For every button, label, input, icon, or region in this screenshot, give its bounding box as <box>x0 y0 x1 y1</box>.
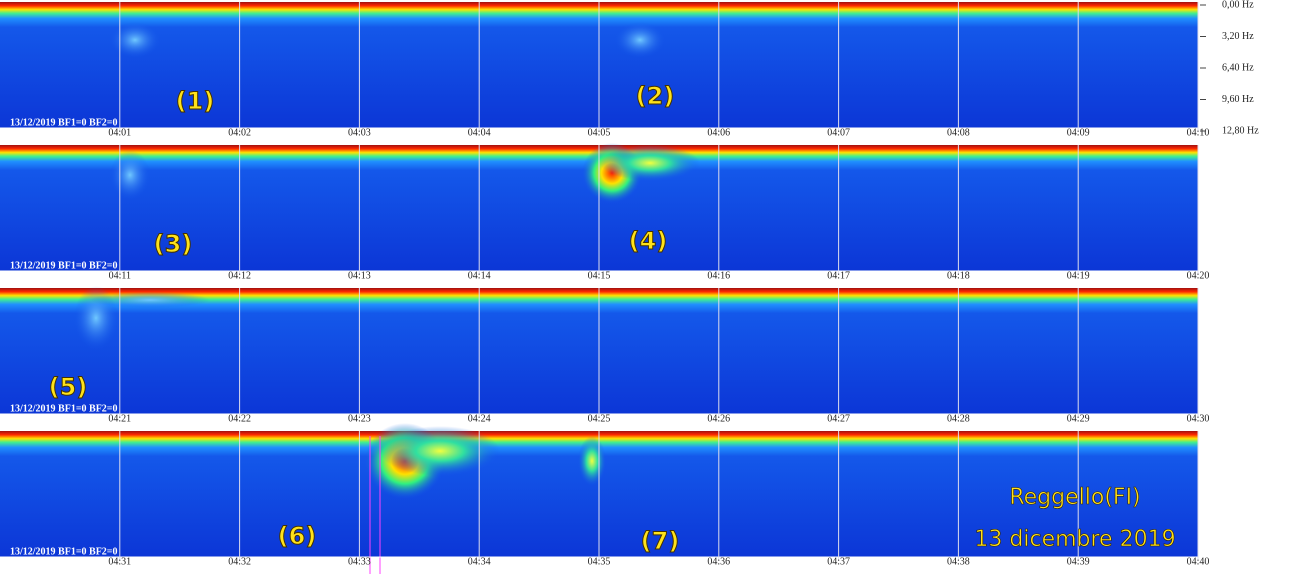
strip-label: 13/12/2019 BF1=0 BF2=0 <box>10 546 118 557</box>
x-tick-label: 04:14 <box>468 270 491 281</box>
x-tick-label: 04:06 <box>707 127 730 138</box>
signal-blob <box>110 150 150 200</box>
signal-blob <box>578 436 606 486</box>
x-tick-label: 04:08 <box>947 127 970 138</box>
signal-blob <box>600 145 700 181</box>
event-annotation: (3) <box>154 230 193 258</box>
x-tick-label: 04:34 <box>468 556 491 567</box>
event-annotation: (7) <box>641 527 680 555</box>
y-tick-label: 3,20 Hz <box>1222 31 1254 42</box>
x-tick-label: 04:01 <box>108 127 131 138</box>
signal-blob <box>90 292 210 308</box>
event-annotation: (4) <box>629 227 668 255</box>
x-tick-label: 04:07 <box>827 127 850 138</box>
event-annotation: (2) <box>636 82 675 110</box>
x-tick-label: 04:22 <box>228 413 251 424</box>
x-tick-label: 04:29 <box>1067 413 1090 424</box>
x-tick-label: 04:33 <box>348 556 371 567</box>
x-tick-label: 04:36 <box>707 556 730 567</box>
signal-blob <box>380 426 500 476</box>
event-annotation: (6) <box>278 522 317 550</box>
x-tick-label: 04:35 <box>588 556 611 567</box>
x-tick-label: 04:15 <box>588 270 611 281</box>
x-tick-label: 04:38 <box>947 556 970 567</box>
signal-blob <box>615 22 665 58</box>
y-tick-label: 6,40 Hz <box>1222 62 1254 73</box>
x-tick-label: 04:21 <box>108 413 131 424</box>
strip-label: 13/12/2019 BF1=0 BF2=0 <box>10 117 118 128</box>
x-tick-label: 04:04 <box>468 127 491 138</box>
x-tick-label: 04:17 <box>827 270 850 281</box>
strip-label: 13/12/2019 BF1=0 BF2=0 <box>10 260 118 271</box>
x-tick-label: 04:24 <box>468 413 491 424</box>
x-tick-label: 04:28 <box>947 413 970 424</box>
x-tick-label: 04:27 <box>827 413 850 424</box>
x-tick-label: 04:19 <box>1067 270 1090 281</box>
x-tick-label: 04:18 <box>947 270 970 281</box>
x-tick-label: 04:20 <box>1187 270 1210 281</box>
x-tick-label: 04:31 <box>108 556 131 567</box>
x-tick-label: 04:30 <box>1187 413 1210 424</box>
x-tick-label: 04:40 <box>1187 556 1210 567</box>
caption: Reggello(FI) <box>1009 485 1140 510</box>
y-tick-label: 0,00 Hz <box>1222 0 1254 10</box>
x-tick-label: 04:11 <box>109 270 131 281</box>
x-tick-label: 04:02 <box>228 127 251 138</box>
x-tick-label: 04:25 <box>588 413 611 424</box>
x-tick-label: 04:37 <box>827 556 850 567</box>
x-tick-label: 04:26 <box>707 413 730 424</box>
x-tick-label: 04:12 <box>228 270 251 281</box>
x-tick-label: 04:03 <box>348 127 371 138</box>
event-annotation: (1) <box>176 87 215 115</box>
strip-label: 13/12/2019 BF1=0 BF2=0 <box>10 403 118 414</box>
y-tick-label: 12,80 Hz <box>1222 125 1259 136</box>
x-tick-label: 04:23 <box>348 413 371 424</box>
x-tick-label: 04:32 <box>228 556 251 567</box>
x-tick-label: 04:39 <box>1067 556 1090 567</box>
caption: 13 dicembre 2019 <box>974 527 1175 552</box>
x-tick-label: 04:13 <box>348 270 371 281</box>
x-tick-label: 04:09 <box>1067 127 1090 138</box>
x-tick-label: 04:10 <box>1187 127 1210 138</box>
y-tick-label: 9,60 Hz <box>1222 94 1254 105</box>
event-annotation: (5) <box>49 373 88 401</box>
x-tick-label: 04:05 <box>588 127 611 138</box>
signal-blob <box>110 22 160 58</box>
x-tick-label: 04:16 <box>707 270 730 281</box>
